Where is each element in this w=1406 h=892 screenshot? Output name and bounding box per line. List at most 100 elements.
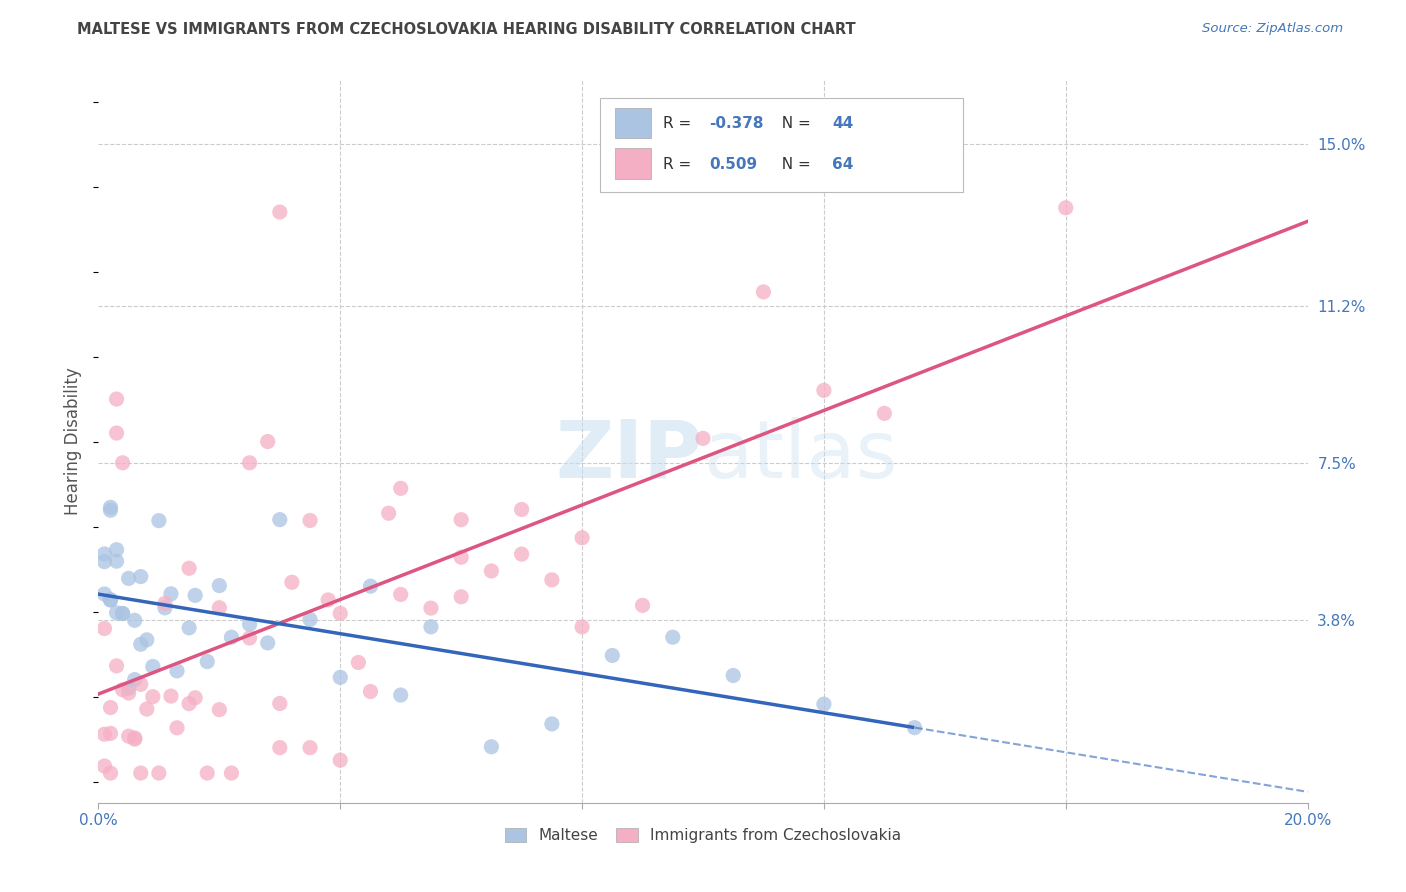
Point: [631, 599, 654, 613]
Point: [100, 766, 122, 780]
Point: [118, 729, 141, 743]
Point: [118, 681, 141, 696]
Point: [118, 571, 141, 585]
Legend: Maltese, Immigrants from Czechoslovakia: Maltese, Immigrants from Czechoslovakia: [499, 822, 907, 849]
Point: [389, 481, 412, 495]
Point: [124, 673, 146, 687]
Point: [105, 542, 128, 557]
FancyBboxPatch shape: [600, 98, 963, 193]
Point: [299, 612, 322, 626]
Point: [148, 514, 170, 528]
Point: [571, 620, 593, 634]
Text: Source: ZipAtlas.com: Source: ZipAtlas.com: [1202, 22, 1343, 36]
Text: R =: R =: [664, 157, 702, 172]
Point: [661, 630, 683, 644]
Y-axis label: Hearing Disability: Hearing Disability: [65, 368, 83, 516]
Point: [105, 554, 128, 568]
Point: [481, 564, 503, 578]
Point: [269, 697, 291, 711]
Point: [105, 392, 128, 406]
Text: 0.509: 0.509: [709, 157, 758, 172]
Point: [100, 726, 122, 740]
Point: [129, 637, 152, 651]
Point: [239, 631, 262, 645]
Point: [111, 607, 134, 621]
Point: [450, 513, 472, 527]
Point: [195, 766, 218, 780]
Point: [269, 205, 291, 219]
Point: [166, 664, 188, 678]
Point: [420, 620, 443, 634]
Point: [873, 406, 896, 420]
Point: [602, 648, 624, 663]
Point: [299, 513, 322, 527]
Point: [166, 721, 188, 735]
Point: [692, 431, 714, 445]
Point: [93, 759, 115, 773]
Point: [105, 606, 128, 620]
Point: [100, 503, 122, 517]
Point: [184, 690, 207, 705]
Point: [752, 285, 775, 299]
Point: [148, 766, 170, 780]
Point: [179, 561, 201, 575]
Text: ZIP: ZIP: [555, 417, 703, 495]
Text: N =: N =: [772, 117, 815, 131]
Point: [360, 579, 382, 593]
Point: [111, 607, 134, 621]
Point: [420, 601, 443, 615]
Point: [129, 677, 152, 691]
Point: [389, 587, 412, 601]
Point: [124, 731, 146, 745]
Point: [269, 740, 291, 755]
Point: [347, 656, 370, 670]
Point: [540, 573, 562, 587]
Point: [124, 732, 146, 747]
Point: [195, 655, 218, 669]
Point: [100, 592, 122, 607]
Point: [118, 686, 141, 700]
Point: [129, 766, 152, 780]
Point: [723, 668, 745, 682]
Text: 64: 64: [832, 157, 853, 172]
Point: [540, 717, 562, 731]
Point: [256, 434, 278, 449]
Point: [360, 684, 382, 698]
Point: [93, 587, 115, 601]
Point: [179, 621, 201, 635]
Point: [111, 682, 134, 697]
Point: [124, 613, 146, 627]
Text: MALTESE VS IMMIGRANTS FROM CZECHOSLOVAKIA HEARING DISABILITY CORRELATION CHART: MALTESE VS IMMIGRANTS FROM CZECHOSLOVAKI…: [77, 22, 856, 37]
Point: [153, 596, 176, 610]
Point: [256, 636, 278, 650]
Point: [93, 622, 115, 636]
Point: [329, 607, 352, 621]
Point: [239, 456, 262, 470]
Point: [389, 688, 412, 702]
Point: [510, 502, 533, 516]
Point: [135, 632, 157, 647]
Point: [813, 384, 835, 398]
Point: [100, 700, 122, 714]
Text: -0.378: -0.378: [709, 117, 763, 131]
Point: [160, 689, 183, 703]
Point: [100, 592, 122, 607]
Point: [153, 600, 176, 615]
Bar: [614, 148, 651, 178]
Point: [510, 547, 533, 561]
Text: atlas: atlas: [703, 417, 897, 495]
Point: [571, 531, 593, 545]
Point: [316, 593, 339, 607]
Point: [208, 600, 231, 615]
Point: [299, 740, 322, 755]
Point: [329, 753, 352, 767]
Bar: [614, 108, 651, 138]
Text: N =: N =: [772, 157, 815, 172]
Point: [93, 547, 115, 561]
Point: [208, 703, 231, 717]
Point: [93, 555, 115, 569]
Point: [105, 425, 128, 440]
Point: [221, 630, 243, 644]
Point: [160, 587, 183, 601]
Point: [269, 513, 291, 527]
